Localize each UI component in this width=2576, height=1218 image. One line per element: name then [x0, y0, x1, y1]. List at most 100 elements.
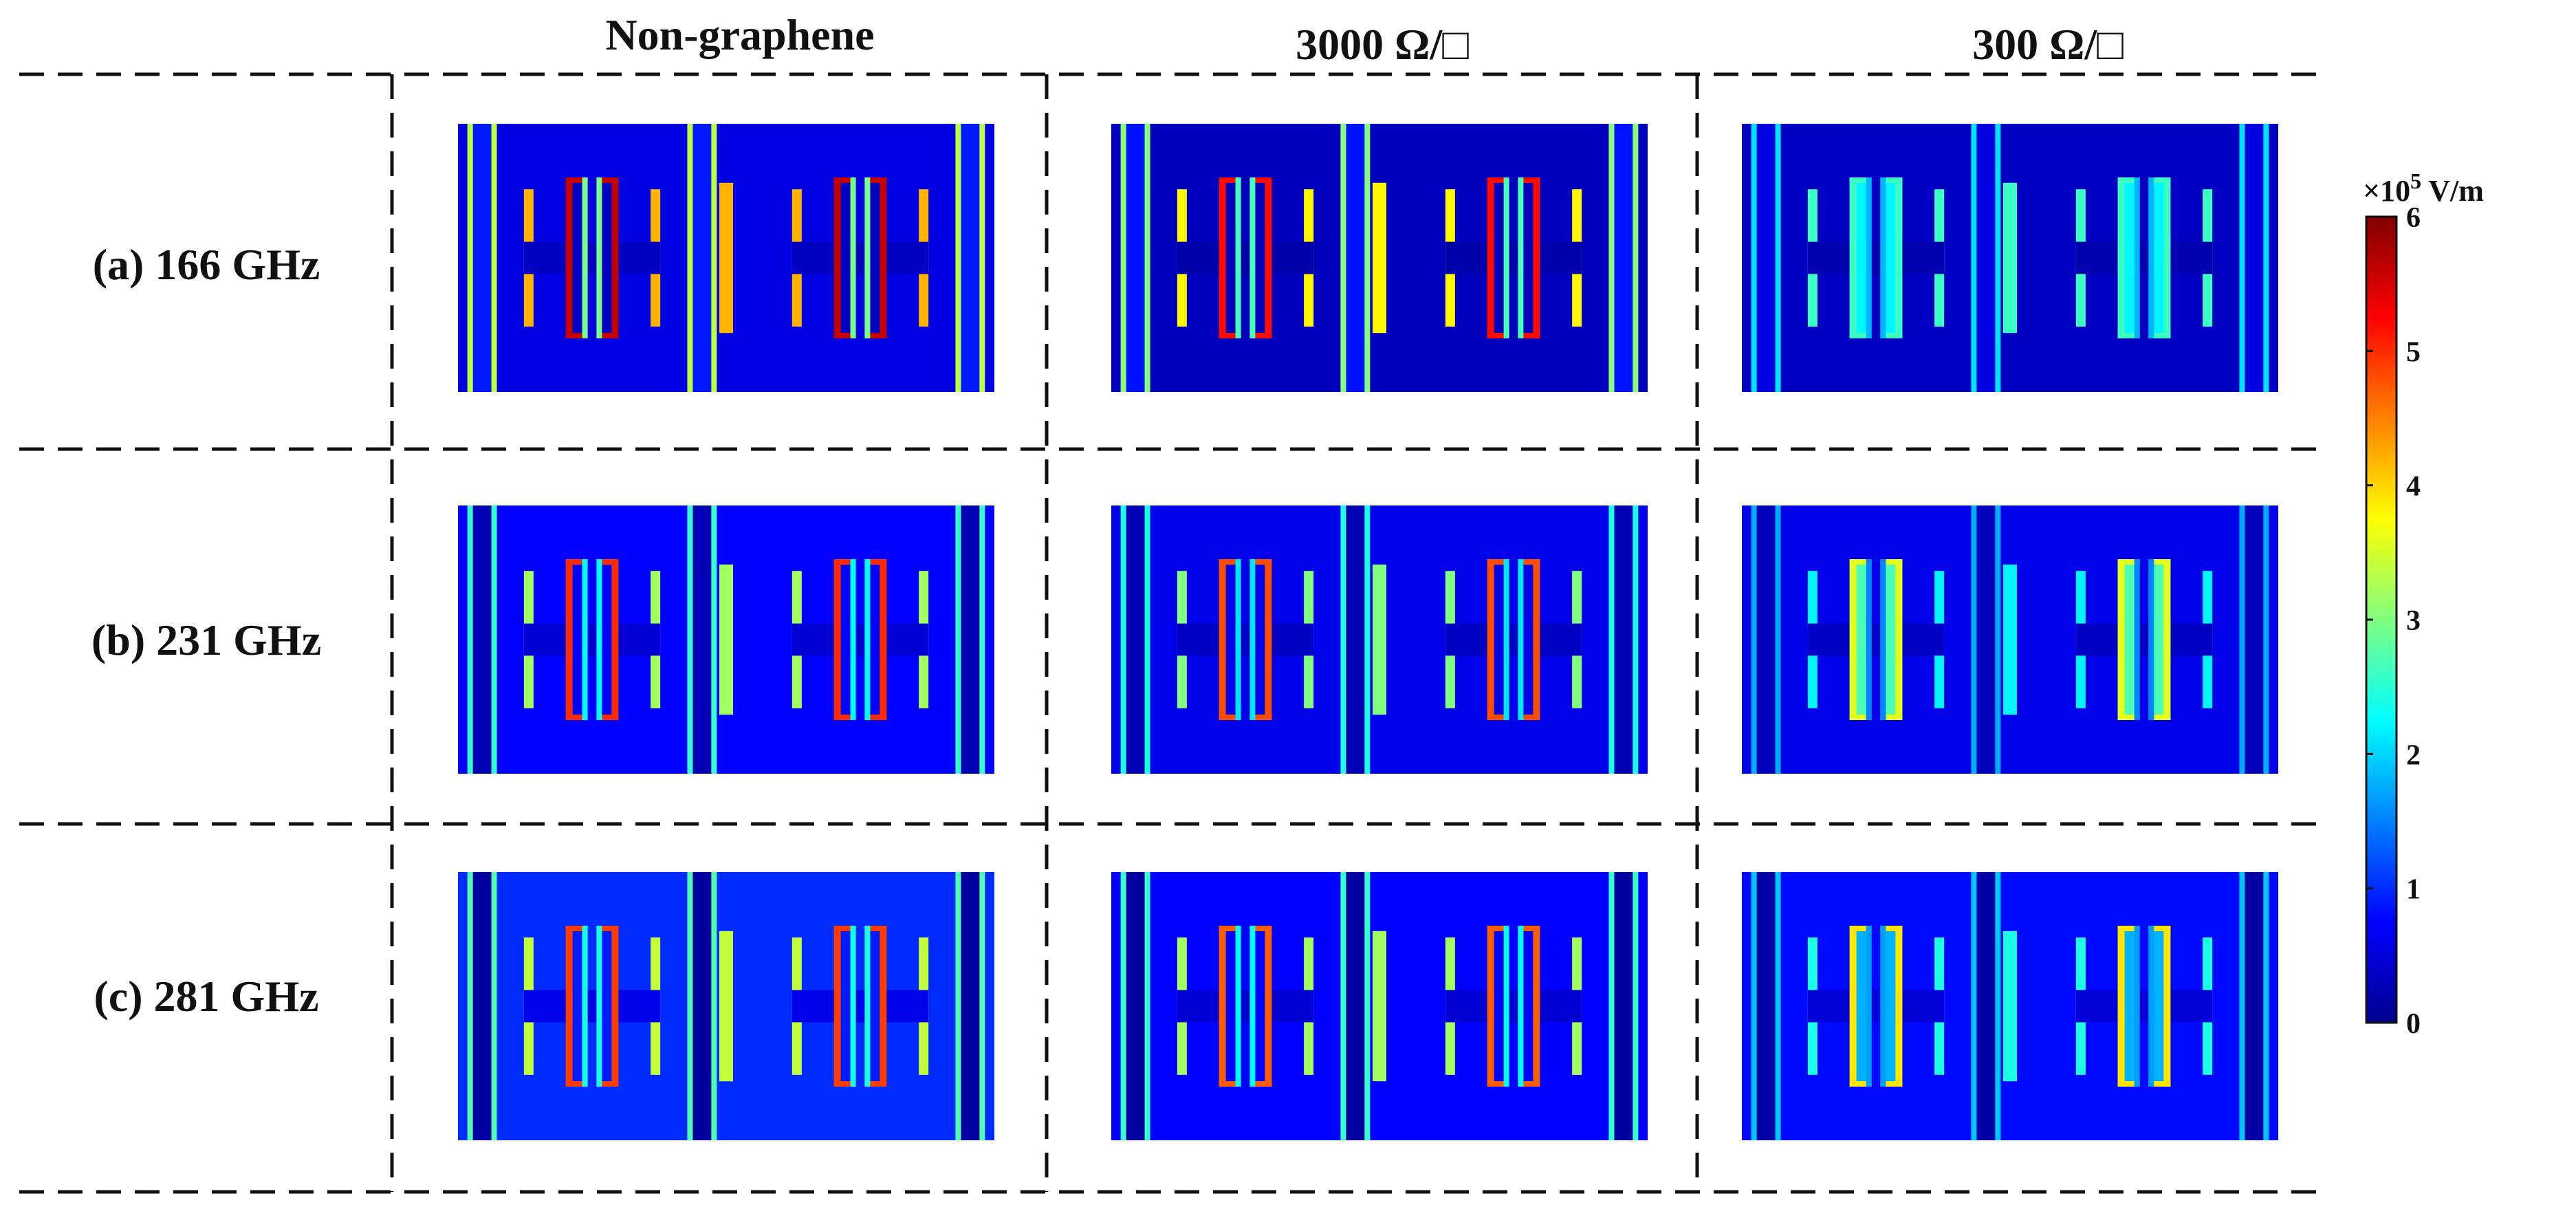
resonator-inner-edge	[1866, 177, 1872, 338]
resonator-hot-edge	[1518, 926, 1540, 931]
column-header-non-graphene: Non-graphene	[605, 10, 874, 59]
field-panel-r2-c3	[1742, 505, 2278, 774]
resonator-hot-edge	[880, 926, 887, 1087]
resonator-inner-edge	[1249, 177, 1256, 338]
resonator-inner-edge	[2134, 177, 2140, 338]
resonator-arm	[1445, 241, 1582, 274]
panel-strip-edge	[1364, 872, 1371, 1140]
field-panels	[458, 124, 2278, 1140]
resonator-inner-edge	[1518, 559, 1524, 720]
colorbar-tick-label: 4	[2406, 471, 2421, 503]
resonator-hot-edge	[1518, 559, 1540, 565]
resonator-hot-edge	[1487, 1081, 1509, 1087]
resonator-inner-edge	[1880, 177, 1886, 338]
resonator-hot-edge	[2117, 559, 2125, 720]
panel-strip-edge	[1144, 124, 1150, 392]
resonator-hot-edge	[864, 333, 887, 338]
resonator-hot-edge	[1849, 559, 1857, 720]
panel-center-bar	[719, 931, 733, 1082]
panel-strip-edge	[1751, 505, 1757, 774]
resonator-hot-edge	[1265, 559, 1272, 720]
colorbar-tick-label: 6	[2406, 202, 2421, 234]
resonator-hot-edge	[2148, 926, 2171, 931]
panel-strip-edge	[1751, 872, 1757, 1140]
field-panel-r3-c2	[1111, 872, 1648, 1140]
resonator-hot-edge	[864, 926, 887, 931]
resonator-arm	[792, 990, 929, 1023]
panel-strip-edge	[687, 124, 693, 392]
panel-strip-edge	[467, 505, 473, 774]
resonator-inner-edge	[1503, 559, 1509, 720]
resonator-hot-edge	[1249, 926, 1272, 931]
resonator-hot-edge	[1219, 559, 1241, 565]
resonator-inner-edge	[2134, 559, 2140, 720]
resonator-hot-edge	[1849, 177, 1857, 338]
panel-strip-edge	[1340, 505, 1346, 774]
resonator-arm	[1445, 990, 1582, 1023]
panel-strip-edge	[687, 872, 693, 1140]
panel-strip-edge	[2239, 124, 2245, 392]
resonator-hot-edge	[1849, 1081, 1872, 1087]
resonator-inner-edge	[1249, 559, 1256, 720]
resonator-hot-edge	[2117, 715, 2140, 720]
panel-strip-edge	[2239, 505, 2245, 774]
resonator-hot-edge	[2117, 333, 2140, 338]
panel-strip-edge	[1120, 124, 1126, 392]
field-panel-r3-c1	[458, 872, 994, 1140]
panel-center-bar	[1373, 931, 1386, 1082]
panel-center-bar	[2003, 931, 2017, 1082]
resonator-inner-edge	[596, 177, 602, 338]
resonator-hot-edge	[1219, 715, 1241, 720]
colorbar-unit-exponent: 5	[2410, 168, 2421, 193]
resonator-hot-edge	[1849, 715, 1872, 720]
resonator-arm	[523, 241, 661, 274]
resonator-hot-edge	[596, 926, 619, 931]
resonator-hot-edge	[1518, 715, 1540, 720]
resonator-hot-edge	[1849, 926, 1872, 931]
resonator-arm	[1177, 623, 1314, 656]
resonator-arm	[1807, 623, 1945, 656]
resonator-hot-edge	[565, 926, 588, 931]
resonator-hot-edge	[596, 715, 619, 720]
resonator-inner-edge	[1503, 177, 1509, 338]
panel-strip-edge	[1995, 505, 2001, 774]
resonator-inner-edge	[850, 926, 856, 1087]
resonator-hot-edge	[1895, 926, 1903, 1087]
resonator-hot-edge	[1487, 333, 1509, 338]
resonator-hot-edge	[1533, 559, 1540, 720]
field-panel-r1-c3	[1742, 124, 2278, 392]
resonator-hot-edge	[1265, 177, 1272, 338]
panel-strip-edge	[979, 872, 985, 1140]
resonator-hot-edge	[1880, 1081, 1903, 1087]
resonator-hot-edge	[2148, 333, 2171, 338]
panel-strip-edge	[955, 872, 961, 1140]
column-header-300-ohm: 300 Ω/□	[1972, 20, 2124, 69]
resonator-hot-edge	[1849, 177, 1872, 183]
resonator-arm	[2075, 241, 2213, 274]
resonator-hot-edge	[1518, 1081, 1540, 1087]
resonator-inner-edge	[596, 926, 602, 1087]
resonator-arm	[1177, 990, 1314, 1023]
resonator-inner-edge	[1518, 926, 1524, 1087]
resonator-hot-edge	[565, 559, 573, 720]
colorbar-unit: V/m	[2421, 174, 2484, 208]
row-label-281-ghz: (c) 281 GHz	[94, 972, 319, 1021]
row-label-166-ghz: (a) 166 GHz	[93, 240, 320, 289]
resonator-hot-edge	[611, 926, 619, 1087]
panel-strip-edge	[1144, 505, 1150, 774]
panel-strip-edge	[1971, 505, 1977, 774]
resonator-hot-edge	[1249, 333, 1272, 338]
resonator-arm	[1445, 623, 1582, 656]
panel-strip-edge	[1120, 505, 1126, 774]
resonator-hot-edge	[565, 177, 573, 338]
resonator-arm	[523, 623, 661, 656]
resonator-hot-edge	[596, 559, 619, 565]
resonator-hot-edge	[1219, 177, 1241, 183]
resonator-inner-edge	[1503, 926, 1509, 1087]
panel-strip-edge	[1340, 872, 1346, 1140]
resonator-hot-edge	[1249, 1081, 1272, 1087]
resonator-hot-edge	[833, 926, 841, 1087]
resonator-arm	[2075, 623, 2213, 656]
resonator-inner-edge	[1235, 926, 1241, 1087]
